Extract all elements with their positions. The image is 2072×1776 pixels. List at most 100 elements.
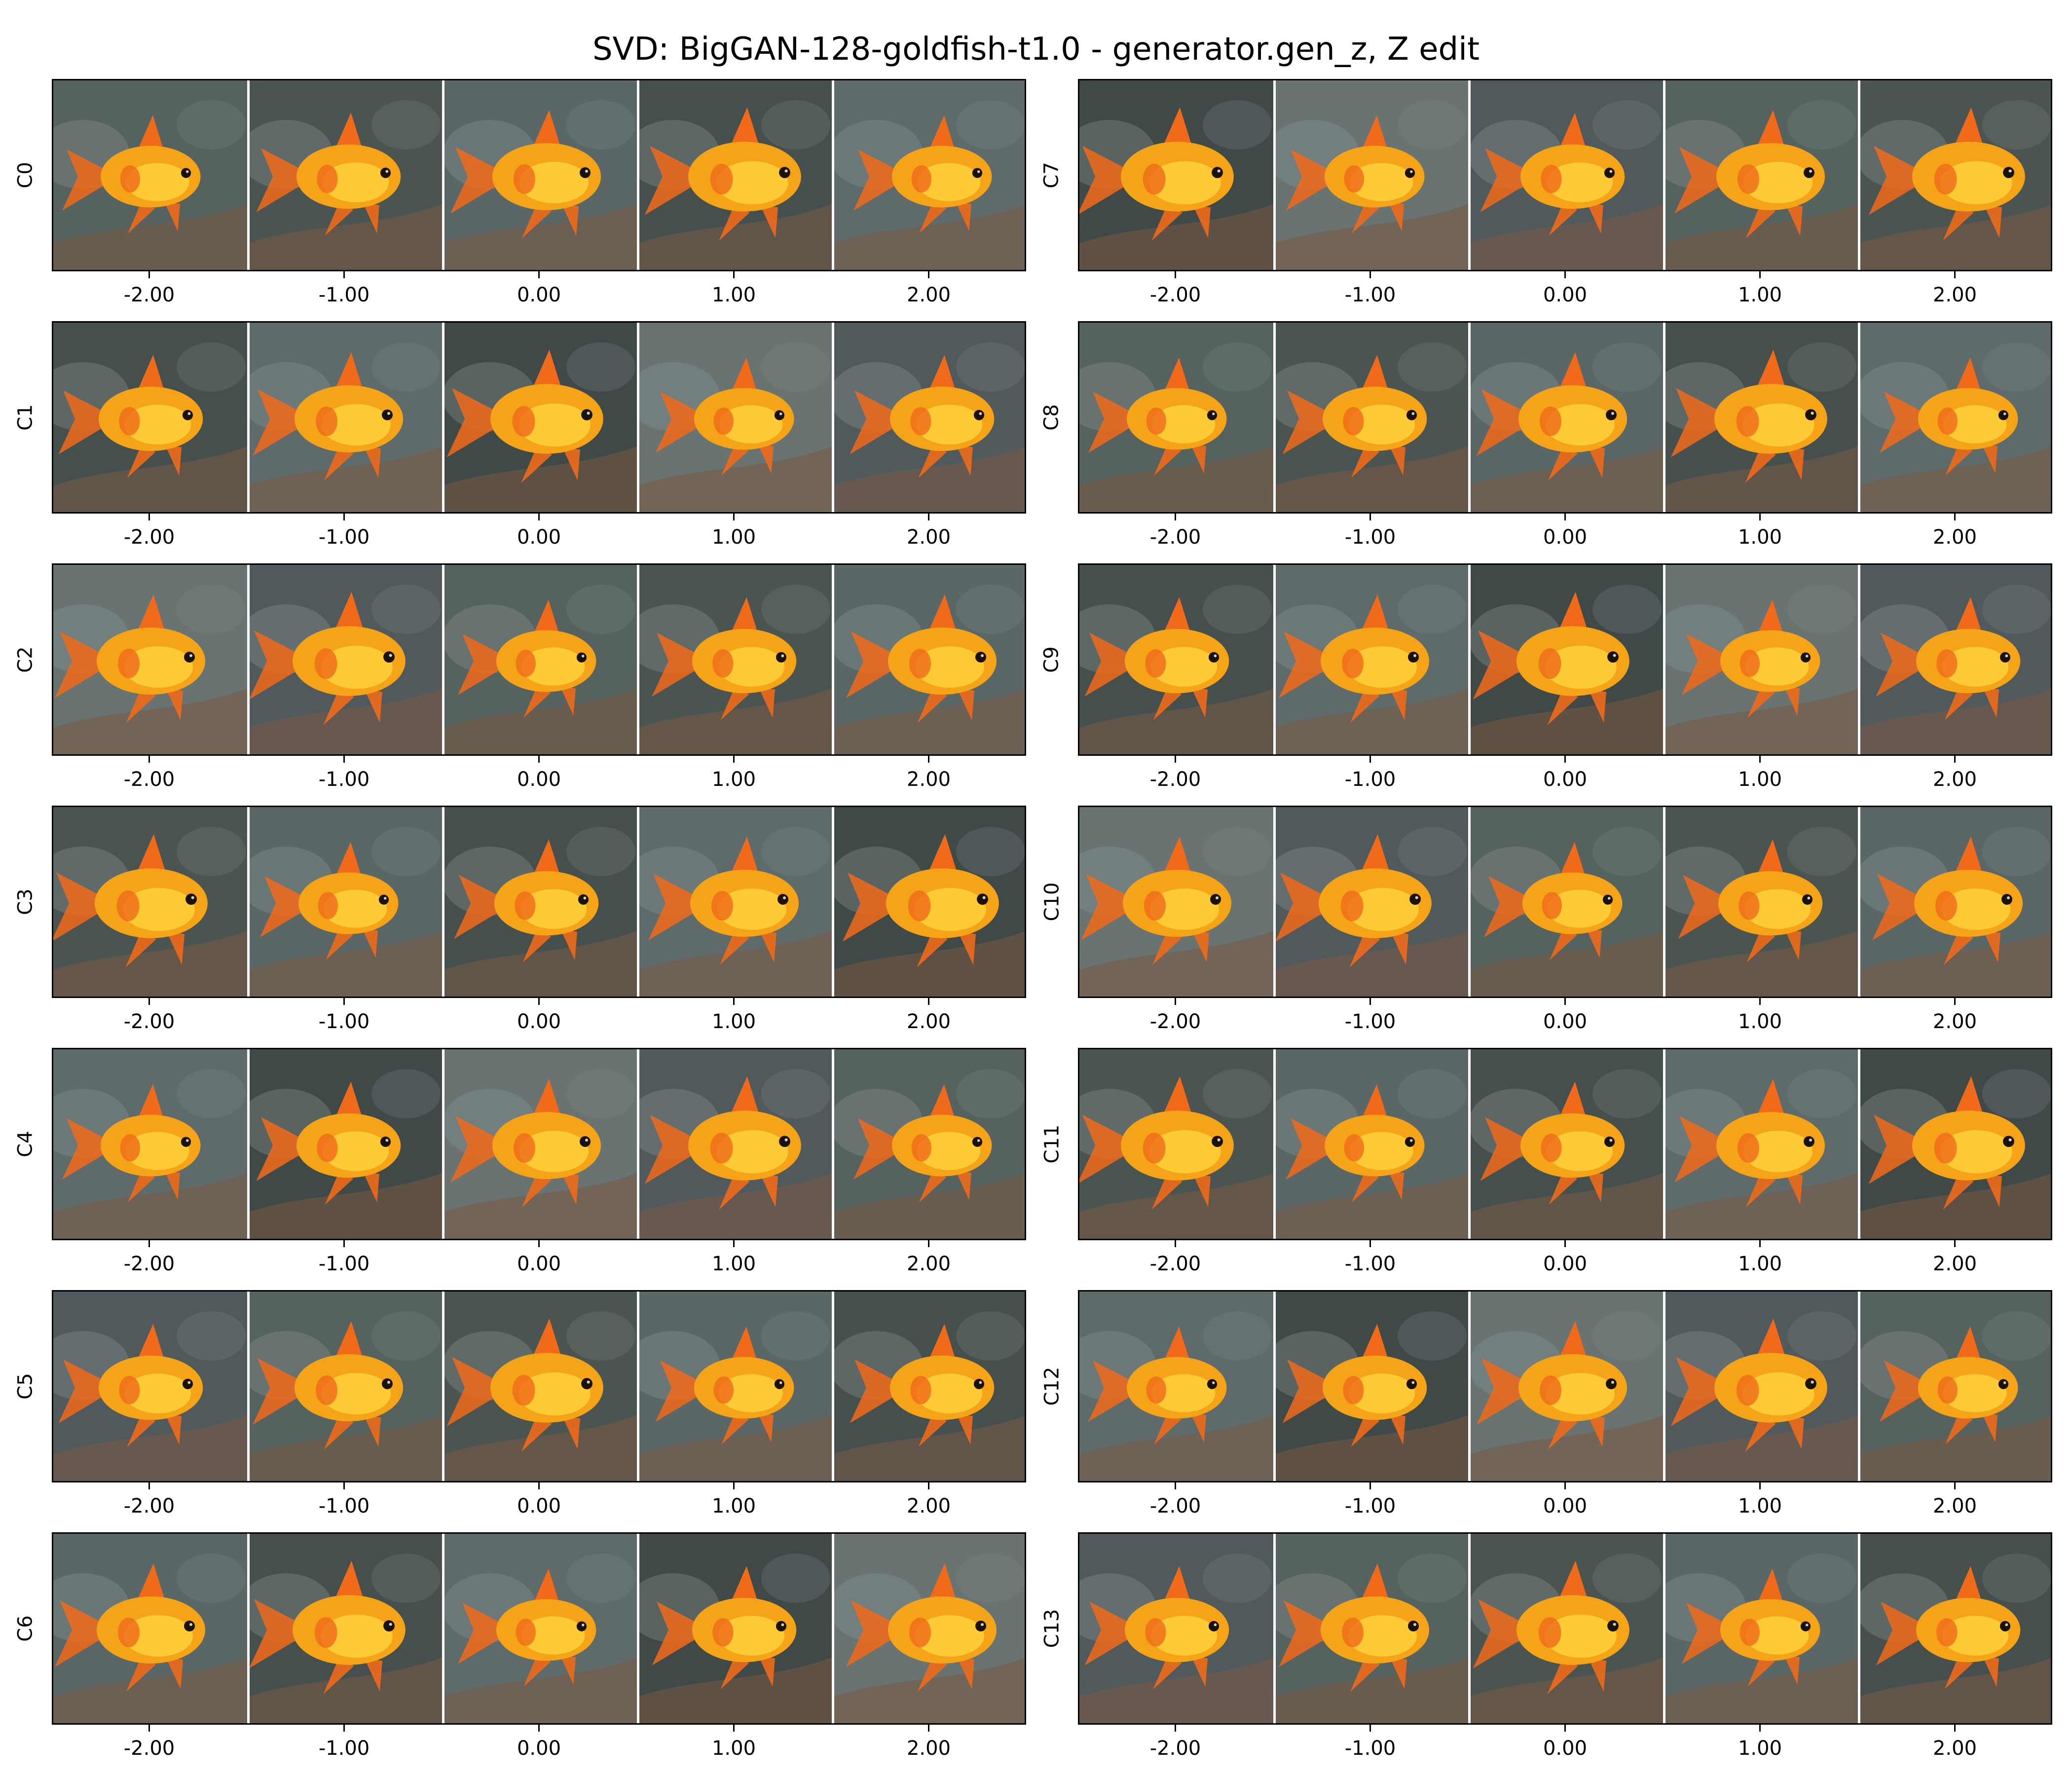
frame-c10-1 xyxy=(1274,807,1469,997)
frame-c6-1 xyxy=(248,1534,443,1723)
image-strip xyxy=(1078,563,2052,756)
x-tick-mark xyxy=(148,1240,150,1247)
goldfish-image xyxy=(1274,1534,1469,1723)
x-tick-mark xyxy=(1954,1725,1956,1732)
frame-c7-2 xyxy=(1469,80,1664,270)
x-tick-label: 2.00 xyxy=(1932,526,1977,549)
frame-separator xyxy=(1663,565,1665,754)
x-tick-label: 0.00 xyxy=(517,768,561,791)
x-tick-mark xyxy=(1175,998,1176,1005)
x-tick-mark xyxy=(733,998,735,1005)
frame-c3-4 xyxy=(833,807,1025,997)
x-tick-mark xyxy=(1564,514,1566,520)
x-tick-label: -2.00 xyxy=(123,1495,175,1517)
goldfish-image xyxy=(1079,807,1274,997)
x-tick-mark xyxy=(928,514,929,520)
x-tick-label: 1.00 xyxy=(1738,526,1782,549)
x-tick-label: -1.00 xyxy=(1344,284,1396,306)
x-tick-mark xyxy=(1564,756,1566,763)
frame-c6-3 xyxy=(638,1534,833,1723)
goldfish-image xyxy=(248,1049,443,1239)
frame-c3-3 xyxy=(638,807,833,997)
goldfish-image xyxy=(53,80,248,270)
frame-separator xyxy=(1858,807,1860,997)
frame-separator xyxy=(247,807,250,997)
component-label-text: C12 xyxy=(1040,1367,1064,1406)
frame-separator xyxy=(1468,1534,1471,1723)
x-tick-mark xyxy=(928,998,929,1005)
image-strip xyxy=(1078,79,2052,271)
goldfish-image xyxy=(248,565,443,754)
frame-separator xyxy=(1273,1049,1276,1239)
goldfish-image xyxy=(1079,1049,1274,1239)
goldfish-image xyxy=(248,1292,443,1481)
frame-separator xyxy=(1273,323,1276,512)
goldfish-image xyxy=(1079,80,1274,270)
image-strip xyxy=(52,1532,1026,1725)
goldfish-image xyxy=(53,807,248,997)
x-tick-label: -2.00 xyxy=(123,1737,175,1760)
frame-c11-3 xyxy=(1664,1049,1859,1239)
x-tick-mark xyxy=(148,1725,150,1732)
frame-separator xyxy=(1273,807,1276,997)
x-tick-label: 2.00 xyxy=(906,1495,951,1517)
frame-c3-1 xyxy=(248,807,443,997)
frame-separator xyxy=(832,1292,834,1481)
frame-c13-3 xyxy=(1664,1534,1859,1723)
x-tick-label: -2.00 xyxy=(1149,1495,1201,1517)
goldfish-image xyxy=(638,323,833,512)
component-label: C6 xyxy=(8,1532,43,1725)
image-strip xyxy=(52,563,1026,756)
goldfish-image xyxy=(833,807,1025,997)
component-panel-c8: C8 -2.00 -1.00 0.00 1.00 2.00 xyxy=(1040,321,2052,549)
x-tick-mark xyxy=(1759,1482,1761,1489)
x-tick-label: -1.00 xyxy=(318,1253,370,1275)
component-label-text: C3 xyxy=(14,888,37,915)
frame-c8-3 xyxy=(1664,323,1859,512)
goldfish-image xyxy=(53,1534,248,1723)
goldfish-image xyxy=(833,80,1025,270)
x-tick-mark xyxy=(1759,1725,1761,1732)
frame-separator xyxy=(442,1292,444,1481)
goldfish-image xyxy=(1274,807,1469,997)
x-tick-mark xyxy=(1175,1240,1176,1247)
frame-c3-2 xyxy=(443,807,638,997)
component-label: C12 xyxy=(1035,1290,1069,1482)
x-tick-label: -2.00 xyxy=(123,1253,175,1275)
goldfish-image xyxy=(638,807,833,997)
x-tick-mark xyxy=(1564,1725,1566,1732)
component-panel-c9: C9 -2.00 -1.00 0.00 1.00 2.00 xyxy=(1040,563,2052,791)
component-label: C9 xyxy=(1035,563,1069,756)
frame-c5-0 xyxy=(53,1292,248,1481)
x-tick-mark xyxy=(928,1725,929,1732)
frame-c6-4 xyxy=(833,1534,1025,1723)
goldfish-image xyxy=(1664,80,1859,270)
x-tick-mark xyxy=(928,756,929,763)
component-label: C0 xyxy=(8,79,43,271)
frame-separator xyxy=(637,323,639,512)
image-strip xyxy=(52,321,1026,514)
x-tick-mark xyxy=(343,756,345,763)
x-tick-label: 2.00 xyxy=(1932,1010,1977,1033)
x-tick-label: 0.00 xyxy=(1543,284,1588,306)
frame-c5-4 xyxy=(833,1292,1025,1481)
x-tick-mark xyxy=(1175,756,1176,763)
component-label: C5 xyxy=(8,1290,43,1482)
frame-c0-0 xyxy=(53,80,248,270)
goldfish-image xyxy=(1859,1534,2051,1723)
goldfish-image xyxy=(833,1292,1025,1481)
image-strip xyxy=(52,1048,1026,1240)
frame-separator xyxy=(1663,807,1665,997)
frame-separator xyxy=(637,565,639,754)
component-label: C7 xyxy=(1035,79,1069,271)
frame-separator xyxy=(1273,565,1276,754)
frame-separator xyxy=(442,1534,444,1723)
x-tick-mark xyxy=(1564,1482,1566,1489)
component-panel-c3: C3 -2.00 -1.00 0.00 1.00 2.00 xyxy=(14,806,1026,1033)
component-label-text: C6 xyxy=(14,1615,37,1642)
goldfish-image xyxy=(1859,80,2051,270)
frame-c9-0 xyxy=(1079,565,1274,754)
x-tick-mark xyxy=(733,1240,735,1247)
goldfish-image xyxy=(1469,323,1664,512)
x-tick-label: 1.00 xyxy=(711,1253,756,1275)
